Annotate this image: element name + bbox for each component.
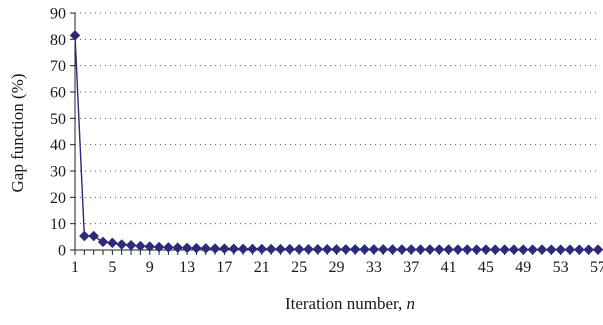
data-point — [78, 230, 90, 242]
y-tick-label: 30 — [50, 164, 66, 181]
data-point — [125, 239, 137, 251]
ticks-layer: 0 10 20 30 40 50 60 70 80 90 1 5 9 13 17 21 25 29 33 37 41 45… — [50, 6, 603, 277]
y-tick-label: 40 — [50, 137, 66, 154]
data-point — [527, 244, 538, 255]
y-tick-label: 70 — [50, 58, 66, 75]
data-point — [340, 243, 352, 255]
data-point — [583, 244, 595, 256]
x-tick-label: 45 — [478, 259, 494, 276]
series-line — [74, 35, 598, 251]
data-point — [69, 30, 81, 41]
data-point — [200, 243, 212, 254]
x-tick-label: 5 — [108, 259, 116, 276]
x-tick-label: 41 — [441, 259, 457, 276]
series-layer — [74, 35, 598, 251]
data-point — [499, 244, 510, 255]
data-point — [321, 243, 333, 255]
data-point — [256, 243, 268, 255]
y-tick-label: 90 — [50, 6, 66, 23]
data-point — [424, 244, 436, 255]
data-point — [331, 243, 342, 255]
x-axis-label-text: Iteration number, — [285, 294, 407, 313]
x-tick-label: 37 — [403, 259, 419, 276]
data-point — [573, 244, 585, 256]
data-point — [237, 243, 249, 255]
data-point — [387, 244, 398, 255]
data-point — [88, 230, 100, 242]
data-point — [564, 244, 576, 256]
data-point — [172, 242, 184, 253]
data-point — [480, 244, 492, 255]
data-point — [349, 244, 361, 255]
data-point — [116, 239, 128, 250]
data-point — [508, 244, 520, 255]
data-point — [153, 241, 165, 253]
data-point — [452, 244, 464, 255]
data-point — [359, 244, 370, 255]
x-axis-label: Iteration number, n — [285, 294, 415, 313]
data-point — [405, 244, 417, 255]
data-point — [368, 244, 380, 255]
y-tick-label: 20 — [50, 190, 66, 207]
data-point — [415, 244, 426, 255]
data-point — [293, 243, 305, 255]
x-tick-label: 13 — [179, 259, 195, 276]
data-point — [135, 240, 146, 252]
y-tick-label: 60 — [50, 85, 66, 102]
data-point — [517, 244, 529, 255]
data-point — [144, 241, 156, 252]
y-tick-label: 50 — [50, 111, 66, 128]
x-tick-label: 17 — [216, 259, 232, 276]
data-point — [181, 242, 193, 254]
data-point — [284, 243, 296, 255]
data-point — [312, 243, 324, 255]
data-point — [191, 242, 202, 254]
axes-layer — [74, 13, 598, 251]
data-point — [396, 244, 408, 255]
data-point — [275, 243, 286, 255]
data-point — [303, 243, 314, 255]
x-tick-label: 25 — [291, 259, 307, 276]
data-point — [471, 244, 482, 255]
x-tick-label: 53 — [553, 259, 569, 276]
y-tick-label: 0 — [58, 243, 66, 260]
data-point — [489, 244, 501, 255]
y-tick-label: 10 — [50, 216, 66, 233]
x-tick-label: 21 — [254, 259, 270, 276]
y-axis-label: Gap function (%) — [8, 74, 27, 193]
x-tick-label: 1 — [71, 259, 79, 276]
data-point — [97, 236, 109, 248]
data-point — [209, 243, 221, 254]
data-point — [536, 244, 548, 255]
data-point — [265, 243, 277, 255]
data-point — [461, 244, 473, 255]
data-point — [433, 244, 445, 255]
data-point — [247, 243, 258, 255]
x-tick-label: 29 — [329, 259, 345, 276]
data-point — [219, 243, 230, 255]
data-point — [377, 244, 389, 255]
data-point — [555, 244, 566, 256]
data-point — [443, 244, 454, 255]
marker-layer — [69, 30, 603, 256]
data-point — [228, 243, 240, 255]
data-point — [163, 242, 174, 253]
grid-layer — [75, 12, 598, 225]
data-point — [545, 244, 557, 256]
x-tick-label: 49 — [515, 259, 531, 276]
x-tick-label: 9 — [146, 259, 154, 276]
x-tick-label: 33 — [366, 259, 382, 276]
x-axis-label-variable: n — [407, 294, 416, 313]
y-tick-label: 80 — [50, 32, 66, 49]
x-tick-label: 57 — [590, 259, 603, 276]
data-point — [592, 244, 603, 256]
data-point — [107, 237, 118, 249]
